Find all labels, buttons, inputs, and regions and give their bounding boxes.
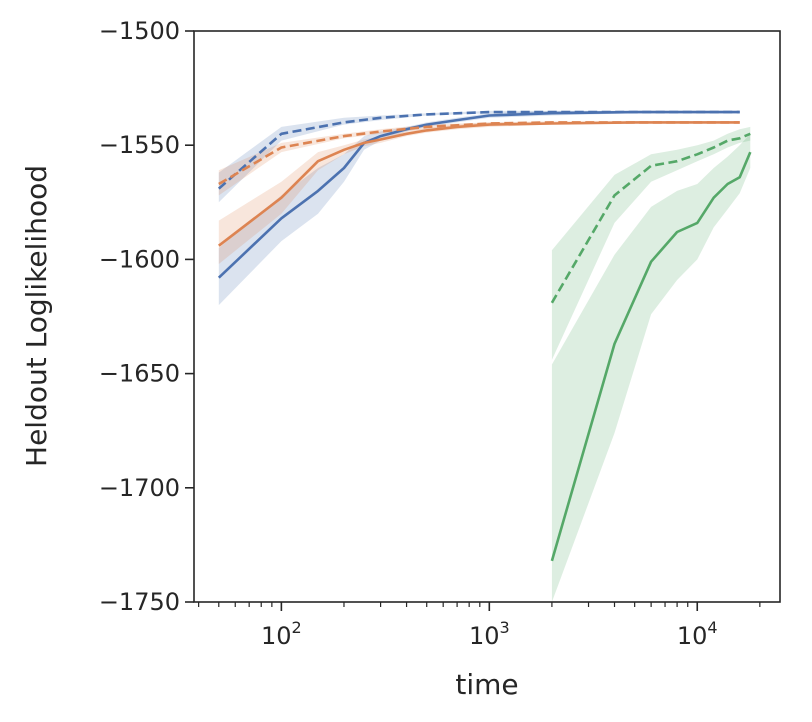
series-line-5 bbox=[550, 132, 751, 304]
confidence-band-0 bbox=[218, 110, 740, 306]
x-tick-label: 103 bbox=[469, 618, 510, 650]
series-lines bbox=[217, 110, 752, 562]
confidence-band-5 bbox=[551, 126, 751, 360]
x-tick-label: 102 bbox=[261, 618, 302, 650]
series-line-1 bbox=[217, 110, 740, 190]
x-axis-label: time bbox=[455, 668, 518, 701]
x-tick-label: 104 bbox=[677, 618, 718, 650]
y-tick-label: −1650 bbox=[99, 360, 180, 388]
y-tick-label: −1600 bbox=[99, 245, 180, 273]
y-tick-label: −1750 bbox=[99, 588, 180, 616]
y-tick-label: −1550 bbox=[99, 131, 180, 159]
y-tick-label: −1500 bbox=[99, 17, 180, 45]
y-axis-label: Heldout Loglikelihood bbox=[20, 165, 53, 467]
y-tick-label: −1700 bbox=[99, 474, 180, 502]
series-line-4 bbox=[550, 151, 752, 562]
series-line-3 bbox=[218, 121, 740, 186]
plot-frame bbox=[193, 30, 781, 603]
y-axis: −1500 −1550 −1600 −1650 −1700 −1750 bbox=[99, 17, 194, 616]
x-axis: 102 103 104 bbox=[198, 602, 761, 650]
confidence-bands bbox=[218, 110, 751, 603]
confidence-band-4 bbox=[551, 133, 751, 603]
